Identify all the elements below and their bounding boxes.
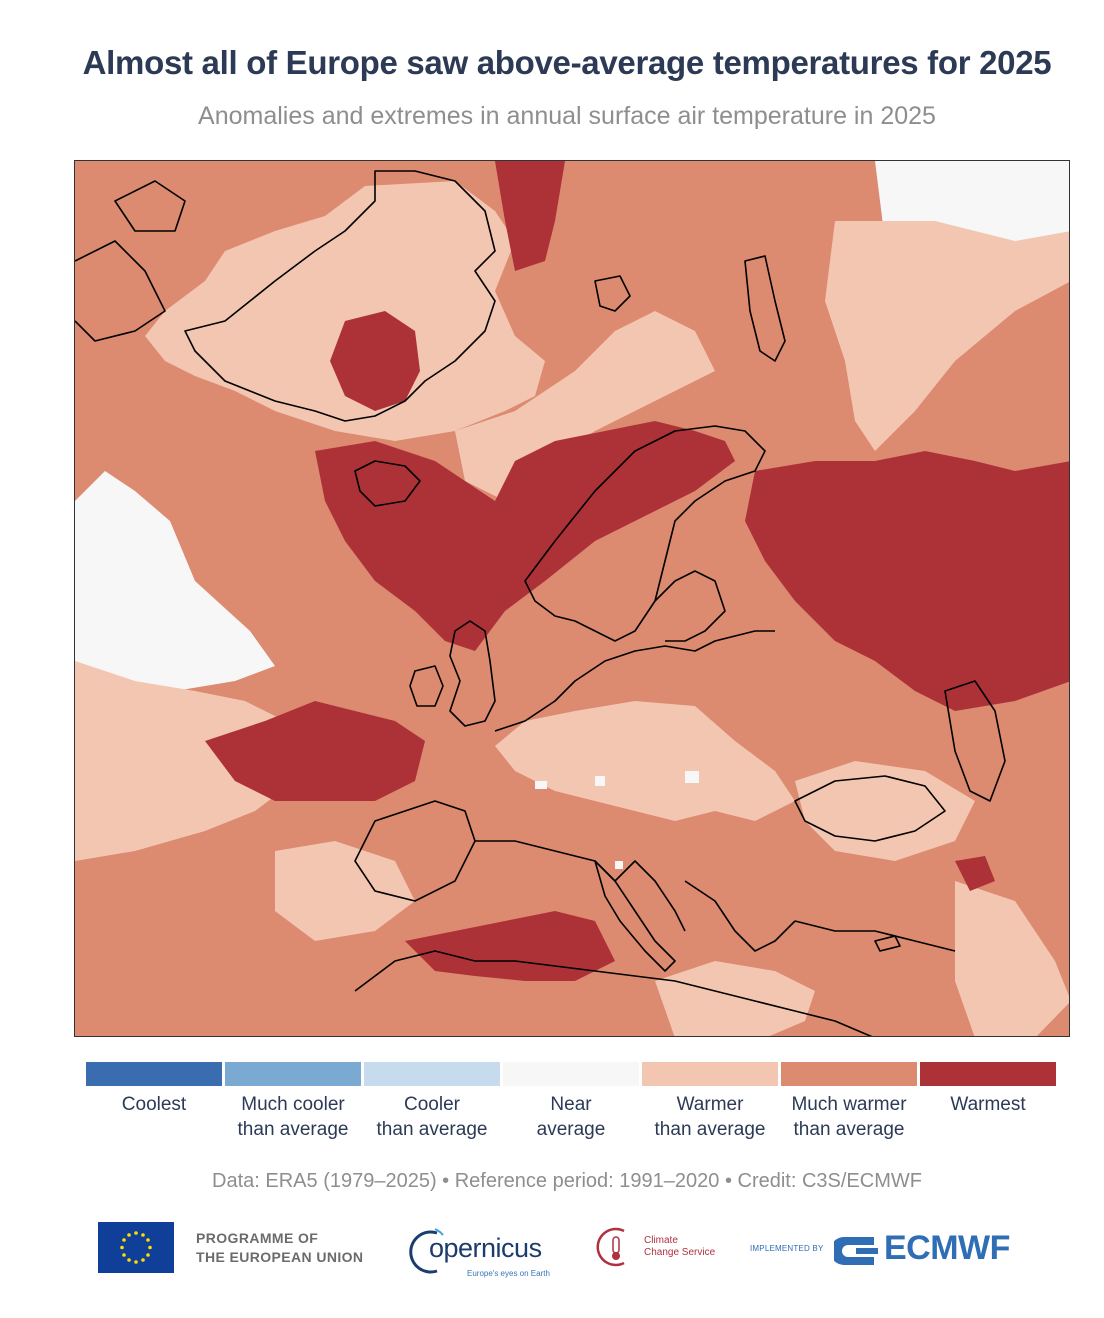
ecmwf-wordmark: ECMWF [884,1229,1010,1267]
warmer-region-siberia [825,221,1069,451]
legend-label-line2: than average [376,1119,488,1140]
page-subtitle: Anomalies and extremes in annual surface… [198,102,936,130]
legend-swatch-coolest [86,1062,222,1086]
warmer-region-greenland [145,181,545,441]
legend-item-near-average: Near average [503,1062,639,1142]
legend-label-line1: Much cooler [241,1094,345,1115]
eu-flag-logo [98,1222,174,1273]
legend: Coolest Much cooler than average Cooler … [86,1062,1058,1148]
legend-label-line2: average [536,1119,606,1140]
warmer-region-central-europe [495,701,795,821]
copernicus-tagline: Europe's eyes on Earth [467,1269,550,1278]
legend-item-cooler: Cooler than average [364,1062,500,1142]
legend-swatch-much-warmer [781,1062,917,1086]
eu-programme-text: PROGRAMME OF THE EUROPEAN UNION [196,1229,363,1267]
legend-item-warmer: Warmer than average [642,1062,778,1142]
coastlines [75,170,1006,1036]
warmest-region-caspian [955,856,995,891]
legend-label-line2: than average [237,1119,349,1140]
warmest-region-bay-of-biscay [205,701,425,801]
c3s-line1: Climate [644,1235,678,1246]
legend-item-coolest: Coolest [86,1062,222,1117]
map-svg [75,161,1069,1036]
legend-label-line1: Much warmer [791,1094,907,1115]
legend-label-line1: Warmest [950,1094,1026,1115]
ecmwf-logo: ECMWF [834,1227,1044,1271]
warmer-region-barents [615,321,685,371]
legend-item-warmest: Warmest [920,1062,1056,1117]
legend-swatch-near-average [503,1062,639,1086]
near-average-region-atlantic [75,471,275,706]
legend-swatch-warmest [920,1062,1056,1086]
legend-label-line1: Near [550,1094,592,1115]
eu-text-line2: THE EUROPEAN UNION [196,1249,364,1265]
warmest-region-arctic-strip [495,161,565,271]
warmest-region-greenland [330,311,420,411]
temperature-anomaly-map [74,160,1070,1037]
warmest-region-mediterranean [405,911,615,981]
implemented-by-label: IMPLEMENTED BY [750,1244,824,1253]
eu-stars-icon [120,1231,152,1264]
legend-label-line1: Cooler [404,1094,460,1115]
footer-logos: PROGRAMME OF THE EUROPEAN UNION opernicu… [0,1215,1104,1285]
warmest-region-russia [745,451,1069,711]
legend-item-much-warmer: Much warmer than average [781,1062,917,1142]
thermometer-icon [596,1227,625,1267]
legend-swatch-much-cooler [225,1062,361,1086]
climate-change-service-logo: Climate Change Service [592,1223,732,1273]
legend-label-line2: than average [793,1119,905,1140]
legend-item-much-cooler: Much cooler than average [225,1062,361,1142]
copernicus-logo: opernicus Europe's eyes on Earth [405,1221,565,1281]
c3s-line2: Change Service [644,1247,716,1258]
warmer-region-west-atlantic [75,661,325,861]
legend-swatch-warmer [642,1062,778,1086]
warmer-region-iberia [275,841,415,941]
warmer-region-anatolia [955,881,1069,1036]
legend-label-line2: than average [654,1119,766,1140]
legend-label-line1: Coolest [121,1094,187,1115]
ecmwf-swirl-icon [834,1237,878,1265]
eu-text-line1: PROGRAMME OF [196,1230,319,1246]
copernicus-wordmark: opernicus [429,1233,542,1263]
legend-label-line1: Warmer [676,1094,744,1115]
page-title: Almost all of Europe saw above-average t… [82,44,1052,81]
data-credit: Data: ERA5 (1979–2025) • Reference perio… [212,1170,922,1192]
copernicus-c-icon [409,1228,444,1274]
warmest-region-north-sea [315,421,735,651]
legend-swatch-cooler [364,1062,500,1086]
warmer-region-north-africa [655,961,815,1036]
